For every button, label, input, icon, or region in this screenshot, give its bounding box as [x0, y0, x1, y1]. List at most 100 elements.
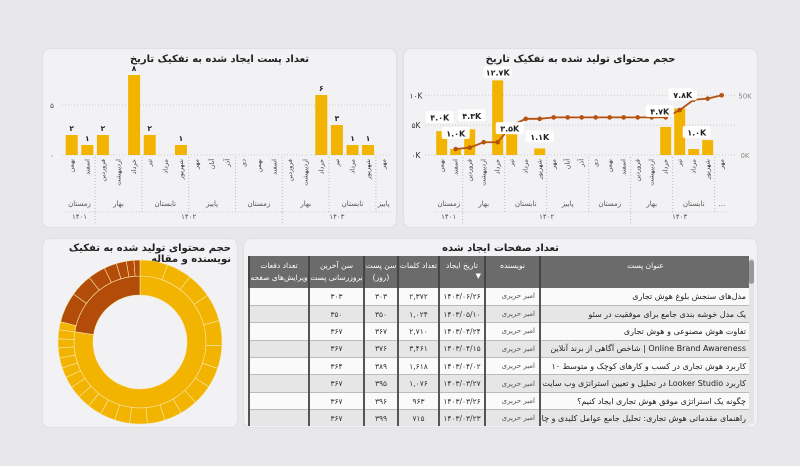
pages-table-card: تعداد صفحات ایجاد شده عنوان پست نویسنده تا… [243, 238, 758, 428]
table-cell: راهنمای مقدماتی هوش تجاری: تحلیل جامع عو… [539, 409, 749, 426]
table-cell: ۲,۷۱۰ [397, 322, 439, 341]
table-row[interactable]: تفاوت هوش مصنوعی و هوش تجاری امیر حریری ۱۴… [248, 322, 749, 341]
x-tick-label: آبان [207, 158, 216, 170]
line-point [635, 115, 640, 120]
table-cell [248, 288, 309, 306]
y-tick-label: ۵ [50, 102, 54, 110]
table-cell: ۱۴۰۳/۰۴/۱۵ [438, 340, 485, 359]
table-cell: ۱۴۰۳/۰۳/۲۷ [438, 374, 485, 393]
x-tick-label: فروردین [99, 159, 107, 182]
table-row[interactable]: راهنمای مقدماتی هوش تجاری: تحلیل جامع عو… [248, 409, 749, 426]
table-row[interactable]: کاربرد هوش تجاری در کسب و کارهای کوچک و … [248, 357, 749, 376]
bar [660, 126, 672, 155]
line-point [621, 115, 626, 120]
table-cell: کاربرد Looker Studio در تحلیل و تعیین اس… [539, 374, 749, 393]
x-tick-label: مرداد [522, 159, 530, 174]
data-label: ۷.۸K [673, 91, 693, 100]
x-tick-label: فروردین [634, 159, 642, 182]
x-tick-label: خرداد [317, 159, 325, 174]
table-cell: امیر حریری [484, 374, 540, 393]
table-row[interactable]: کاربرد Looker Studio در تحلیل و تعیین اس… [248, 374, 749, 393]
table-title: تعداد صفحات ایجاد شده [442, 243, 559, 254]
column-header[interactable]: تعداد دفعات ویرایش‌های صفحه [248, 256, 309, 288]
bar [436, 131, 448, 155]
line-point [677, 107, 682, 113]
column-header[interactable]: تاریخ ایجاد ▼ [438, 256, 485, 288]
year-label: ۱۴۰۲ [539, 213, 554, 221]
data-label-box [495, 122, 524, 135]
bar [450, 149, 462, 155]
table-cell [248, 340, 309, 359]
table-cell: ۱۴۰۳/۰۵/۱۰ [438, 305, 485, 324]
table-cell: امیر حریری [484, 392, 540, 411]
season-label: پاییز [205, 200, 218, 208]
column-header[interactable]: سن آخرین بروزرسانی پست [308, 256, 364, 288]
table-cell: ۷۱۵ [397, 409, 439, 426]
bar [128, 75, 141, 155]
table-cell: ۳۷۶ [363, 340, 398, 359]
table-row[interactable]: Online Brand Awareness | شاخص آگاهی از ب… [248, 340, 749, 359]
table-cell: ۳۶۷ [363, 322, 398, 341]
column-header[interactable]: نویسنده [484, 256, 540, 288]
season-label: زمستان [437, 200, 460, 208]
chart-title: حجم محتوای تولید شده به تفکیک نویسنده و … [68, 243, 231, 265]
bar [506, 134, 518, 155]
line-point [593, 115, 598, 120]
x-tick-label: مهر [718, 159, 726, 170]
line-point [523, 116, 528, 122]
table-cell [248, 409, 309, 426]
column-header[interactable]: عنوان پست [539, 256, 749, 288]
bar [688, 149, 700, 155]
cumulative-line [455, 94, 722, 150]
y-right-tick-label: 0K [740, 152, 749, 160]
data-label: ۱۲.۷K [486, 69, 511, 78]
table-cell: چگونه یک استراتژی موفق هوش تجاری ایجاد ک… [539, 392, 749, 411]
table-viewport[interactable]: عنوان پست نویسنده تاریخ ایجاد ▼ تعداد کلمات س… [248, 256, 749, 426]
year-label: ۱۴۰۱ [441, 213, 456, 221]
scrollbar-thumb[interactable] [749, 260, 754, 284]
x-tick-label: اردیبهشت [115, 159, 123, 186]
table-cell: ۱۴۰۳/۰۶/۲۶ [438, 288, 485, 306]
data-label: ۴.۰K [430, 114, 450, 123]
bar [330, 125, 343, 155]
season-label: بهار [645, 200, 657, 208]
bar [174, 145, 187, 155]
table-cell: ۳۵۰ [363, 305, 398, 324]
line-point [705, 96, 710, 101]
chart-title: تعداد پست ایجاد شده به تفکیک تاریخ [129, 54, 310, 65]
pages-table: عنوان پست نویسنده تاریخ ایجاد ▼ تعداد کلمات س… [248, 256, 749, 426]
y-tick-label: ۰ [50, 152, 54, 160]
x-tick-label: بهمن [606, 159, 614, 173]
bar [362, 145, 375, 155]
x-tick-label: شهریور [536, 159, 544, 180]
table-cell: مدل‌های سنجش بلوغ هوش تجاری [539, 288, 749, 306]
season-label: بهار [112, 200, 124, 208]
line-point [579, 115, 584, 120]
table-cell: Online Brand Awareness | شاخص آگاهی از ب… [539, 340, 749, 359]
sort-desc-icon[interactable]: ▼ [475, 272, 481, 280]
data-label-box [645, 104, 674, 117]
bar [674, 108, 686, 155]
table-cell: یک مدل خوشه بندی جامع برای موفقیت در سئو [539, 305, 749, 324]
table-row[interactable]: چگونه یک استراتژی موفق هوش تجاری ایجاد ک… [248, 392, 749, 411]
table-cell: ۱,۶۱۸ [397, 357, 439, 376]
column-header[interactable]: تعداد کلمات [397, 256, 439, 288]
table-row[interactable]: یک مدل خوشه بندی جامع برای موفقیت در سئو… [248, 305, 749, 324]
data-label-box [425, 111, 454, 124]
x-tick-label: فروردین [286, 159, 294, 182]
column-header[interactable]: سن پست (روز) [363, 256, 398, 288]
season-label: زمستان [598, 200, 621, 208]
table-cell: ۹۶۳ [397, 392, 439, 411]
season-label: پاییز [561, 200, 574, 208]
table-scrollbar[interactable] [749, 258, 754, 424]
table-cell: امیر حریری [484, 357, 540, 376]
data-label: ۸ [132, 64, 137, 73]
season-label: پاییز [377, 200, 390, 208]
season-label: بهار [299, 200, 311, 208]
x-tick-label: فروردین [466, 159, 474, 182]
x-tick-label: اسفند [83, 159, 91, 175]
y-left-tick-label: ۰K [412, 151, 422, 160]
line-point [719, 93, 724, 98]
table-row[interactable]: مدل‌های سنجش بلوغ هوش تجاری امیر حریری ۱۴۰… [248, 288, 749, 306]
